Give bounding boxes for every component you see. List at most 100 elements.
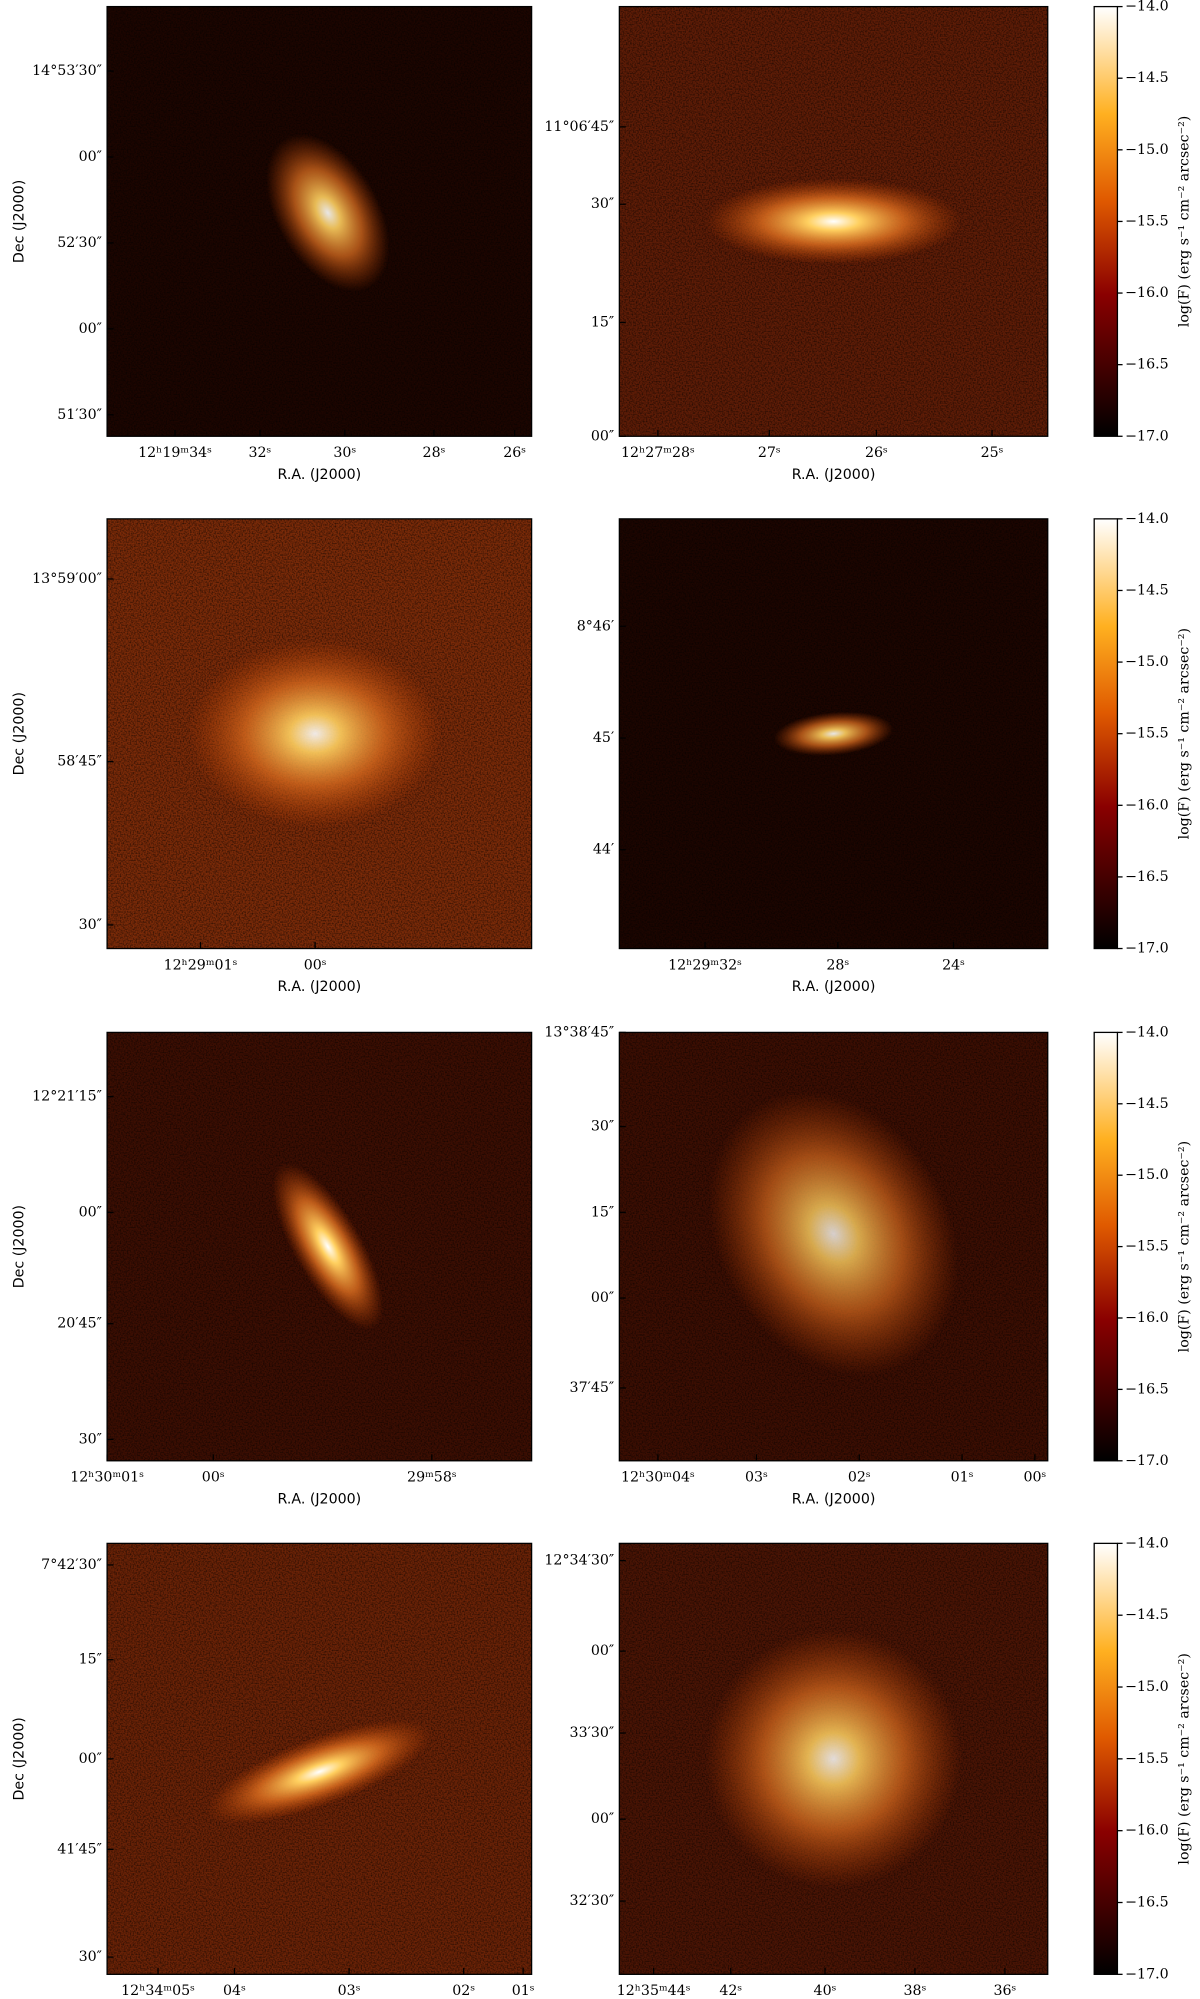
image-panel: 12ʰ29ᵐ32ˢ 28ˢ 24ˢ 8°46′ 45′ 44′ R.A. (J2000) [577, 518, 1049, 995]
x-axis-label: R.A. (J2000) [792, 1491, 876, 1507]
y-tick-label: 00″ [79, 321, 102, 337]
colorbar-label: log(F) (erg s⁻¹ cm⁻² arcsec⁻²) [1177, 1141, 1193, 1352]
colorbar-tick-label: −17.0 [1125, 941, 1168, 957]
x-tick-label: 28ˢ [423, 445, 446, 461]
galaxy [187, 639, 443, 829]
x-axis-label: R.A. (J2000) [278, 979, 362, 995]
colorbar-tick-label: −17.0 [1125, 1453, 1168, 1469]
x-tick-label: 12ʰ19ᵐ34ˢ [138, 445, 212, 461]
y-tick-label: 37′45″ [570, 1380, 615, 1396]
y-tick-label: 14°53′30″ [32, 63, 102, 79]
y-axis-label: Dec (J2000) [11, 1717, 27, 1800]
x-tick-label: 00ˢ [304, 957, 327, 973]
colorbar-tick-label: −16.0 [1125, 285, 1168, 301]
y-tick-label: 15″ [591, 314, 614, 330]
x-tick-label: 02ˢ [848, 1470, 871, 1486]
y-tick-label: 00″ [591, 428, 614, 444]
x-tick-label: 01ˢ [512, 1983, 535, 1999]
y-tick-label: 00″ [79, 149, 102, 165]
colorbar-tick-label: −14.5 [1125, 582, 1168, 598]
y-tick-label: 30″ [79, 1949, 102, 1965]
colorbar-tick-label: −14.5 [1125, 1607, 1168, 1623]
y-axis-label: Dec (J2000) [11, 692, 27, 775]
y-tick-label: 32′30″ [570, 1893, 615, 1909]
colorbar [1093, 1542, 1119, 1975]
y-tick-label: 45′ [593, 730, 614, 746]
galaxy [773, 711, 894, 756]
colorbar-tick-label: −16.0 [1125, 797, 1168, 813]
y-tick-label: 51′30″ [57, 407, 102, 423]
colorbar-tick-label: −15.0 [1125, 1167, 1168, 1183]
x-axis-label: R.A. (J2000) [792, 467, 876, 483]
colorbar-tick-label: −15.0 [1125, 654, 1168, 670]
y-tick-label: 52′30″ [57, 235, 102, 251]
x-tick-label: 00ˢ [1023, 1470, 1046, 1486]
galaxy [272, 1163, 384, 1330]
y-tick-label: 13°59′00″ [32, 571, 102, 587]
x-axis-label: R.A. (J2000) [278, 1491, 362, 1507]
x-tick-label: 12ʰ29ᵐ32ˢ [668, 957, 742, 973]
image-panel: 12ʰ35ᵐ44ˢ 42ˢ 40ˢ 38ˢ 36ˢ 12°34′30″ 00″ 33′30″ 0… [544, 1542, 1049, 1999]
image-panel: 12ʰ29ᵐ01ˢ 00ˢ 13°59′00″ 58′45″ 30″ R.A. (J200… [11, 518, 533, 995]
y-tick-label: 8°46′ [577, 618, 614, 634]
x-tick-label: 27ˢ [758, 445, 781, 461]
colorbar [1093, 1031, 1119, 1462]
frame [618, 1542, 1049, 1975]
x-tick-label: 40ˢ [814, 1983, 837, 1999]
colorbar-tick-label: −16.5 [1125, 1381, 1168, 1397]
x-tick-label: 12ʰ29ᵐ01ˢ [164, 957, 238, 973]
galaxy [708, 1091, 959, 1376]
x-tick-label: 12ʰ30ᵐ01ˢ [70, 1470, 144, 1486]
y-axis-label: Dec (J2000) [11, 1205, 27, 1288]
colorbar-tick-label: −15.5 [1125, 726, 1168, 742]
image-panel: 12ʰ19ᵐ34ˢ 32ˢ 30ˢ 28ˢ 26ˢ 14°53′30″ 00″ 52′30″ 0… [11, 5, 533, 483]
y-tick-label: 30″ [79, 917, 102, 933]
y-tick-label: 11°06′45″ [544, 119, 614, 135]
x-tick-label: 26ˢ [503, 445, 526, 461]
colorbar-tick-label: −16.5 [1125, 357, 1168, 373]
x-tick-label: 30ˢ [333, 445, 356, 461]
x-tick-label: 29ᵐ58ˢ [407, 1470, 457, 1486]
colorbar-label: log(F) (erg s⁻¹ cm⁻² arcsec⁻²) [1177, 1653, 1193, 1864]
image-panel: 12ʰ27ᵐ28ˢ 27ˢ 26ˢ 25ˢ 11°06′45″ 30″ 15″ 00″ R.A.… [544, 5, 1049, 483]
x-tick-label: 36ˢ [993, 1983, 1016, 1999]
y-tick-label: 41′45″ [57, 1841, 102, 1857]
y-tick-label: 15″ [591, 1204, 614, 1220]
colorbar-tick-label: −15.0 [1125, 142, 1168, 158]
frame [618, 1031, 1049, 1462]
y-tick-label: 33′30″ [570, 1725, 615, 1741]
colorbar-tick-label: −16.5 [1125, 869, 1168, 885]
x-tick-label: 00ˢ [202, 1470, 225, 1486]
colorbar [1093, 518, 1119, 950]
galaxy [207, 1719, 432, 1824]
colorbar-tick-label: −17.0 [1125, 1966, 1168, 1982]
y-tick-label: 7°42′30″ [41, 1557, 102, 1573]
frame [618, 518, 1049, 950]
y-tick-label: 00″ [591, 1811, 614, 1827]
frame [106, 1031, 533, 1462]
colorbar-tick-label: −14.0 [1125, 0, 1168, 15]
colorbar-tick-label: −16.0 [1125, 1310, 1168, 1326]
x-tick-label: 32ˢ [249, 445, 272, 461]
frame [618, 5, 1049, 437]
x-tick-label: 26ˢ [865, 445, 888, 461]
colorbar-tick-label: −15.5 [1125, 1751, 1168, 1767]
colorbar-tick-label: −16.5 [1125, 1895, 1168, 1911]
galaxy [266, 134, 390, 292]
colorbar [1093, 5, 1119, 437]
x-tick-label: 12ʰ27ᵐ28ˢ [621, 445, 695, 461]
y-tick-label: 15″ [79, 1652, 102, 1668]
x-tick-label: 25ˢ [981, 445, 1004, 461]
colorbar-tick-label: −14.5 [1125, 1096, 1168, 1112]
x-tick-label: 01ˢ [951, 1470, 974, 1486]
colorbar-tick-label: −15.5 [1125, 213, 1168, 229]
colorbar-tick-label: −17.0 [1125, 428, 1168, 444]
colorbar-tick-label: −14.0 [1125, 1024, 1168, 1040]
x-tick-label: 02ˢ [452, 1983, 475, 1999]
colorbar-tick-label: −15.0 [1125, 1679, 1168, 1695]
y-tick-label: 30″ [591, 1119, 614, 1135]
y-tick-label: 20′45″ [57, 1316, 102, 1332]
image-panel: 12ʰ34ᵐ05ˢ 04ˢ 03ˢ 02ˢ 01ˢ 7°42′30″ 15″ 00″ 41′45… [11, 1542, 535, 1999]
x-axis-label: R.A. (J2000) [792, 979, 876, 995]
